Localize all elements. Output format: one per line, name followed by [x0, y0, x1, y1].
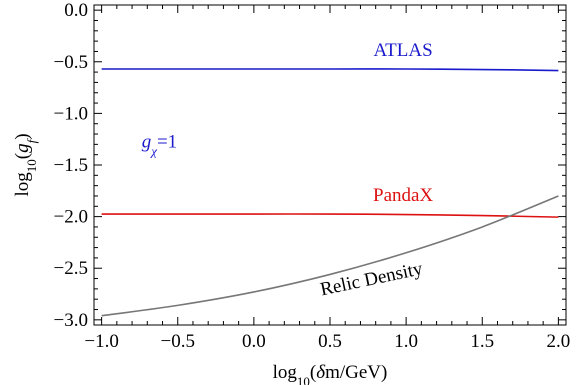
y-tick-labels: 0.0 −0.5 −1.0 −1.5 −2.0 −2.5 −3.0: [54, 0, 88, 331]
coupling-annotation: gχ=1: [142, 131, 177, 158]
y-tick-label: −0.5: [54, 52, 88, 73]
x-tick-label: −1.0: [84, 331, 118, 352]
label-relic-density: Relic Density: [318, 258, 425, 300]
series-line-relic-density: [101, 195, 559, 317]
annotations: ATLAS PandaX Relic Density gχ=1: [142, 40, 434, 300]
y-tick-label: −1.0: [54, 103, 88, 124]
x-tick-label: 2.0: [547, 331, 571, 352]
x-tick-label: −0.5: [161, 331, 195, 352]
label-atlas: ATLAS: [374, 40, 433, 61]
y-tick-label: −2.5: [54, 258, 88, 279]
x-tick-label: 0.5: [318, 331, 342, 352]
y-axis-title: log10(gf): [12, 133, 39, 196]
y-tick-label: −2.0: [54, 207, 88, 228]
x-tick-label: 1.5: [470, 331, 494, 352]
x-tick-label: 0.0: [242, 331, 266, 352]
x-tick-labels: −1.0 −0.5 0.0 0.5 1.0 1.5 2.0: [84, 331, 570, 352]
ticks: [94, 5, 566, 325]
y-tick-label: 0.0: [64, 0, 88, 21]
x-axis-title: log10(δm/GeV): [273, 362, 388, 385]
series-line-atlas: [101, 68, 559, 72]
y-tick-label: −3.0: [54, 310, 88, 331]
y-tick-label: −1.5: [54, 155, 88, 176]
label-pandax: PandaX: [373, 185, 433, 206]
series-lines: [101, 68, 559, 317]
x-tick-label: 1.0: [394, 331, 418, 352]
series-line-pandax: [101, 213, 559, 218]
